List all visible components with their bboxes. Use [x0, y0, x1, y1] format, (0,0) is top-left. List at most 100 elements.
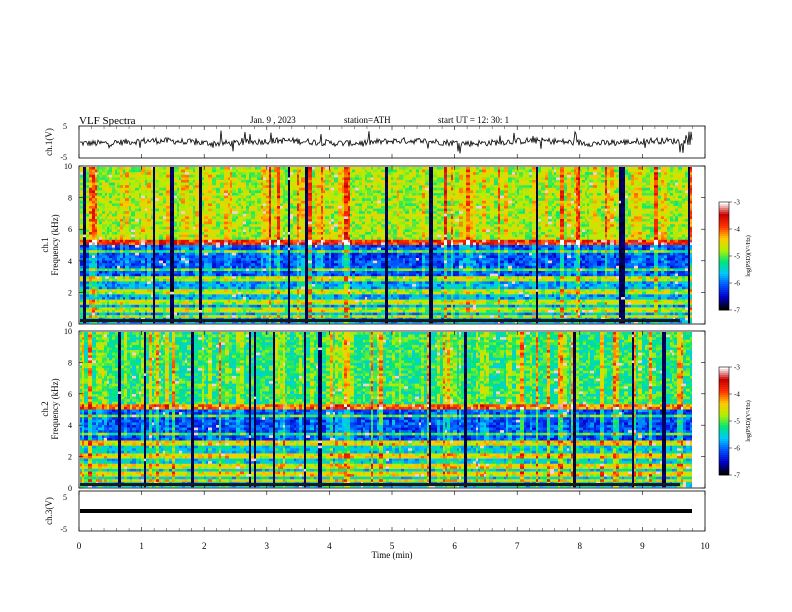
- spectrogram-cell: [112, 276, 115, 279]
- spectrogram-cell: [290, 180, 293, 183]
- spectrogram-cell: [312, 274, 315, 277]
- spectrogram-cell: [170, 216, 174, 219]
- spectrogram-cell: [123, 235, 125, 238]
- spectrogram-cell: [120, 242, 123, 245]
- spectrogram-cell: [266, 276, 269, 279]
- spectrogram-cell: [321, 281, 323, 284]
- spectrogram-cell: [243, 167, 246, 170]
- spectrogram-cell: [283, 206, 285, 209]
- spectrogram-cell: [185, 271, 189, 274]
- spectrogram-cell: [202, 248, 204, 251]
- spectrogram-cell: [293, 209, 297, 212]
- spectrogram-cell: [288, 253, 290, 256]
- spectrogram-cell: [312, 196, 315, 199]
- spectrogram-cell: [241, 170, 243, 173]
- spectrogram-cell: [185, 237, 189, 240]
- spectrogram-cell: [195, 268, 199, 271]
- spectrogram-cell: [109, 190, 112, 193]
- spectrogram-cell: [99, 201, 102, 204]
- spectrogram-cell: [277, 240, 280, 243]
- spectrogram-cell: [277, 167, 280, 170]
- spectrogram-cell: [170, 175, 174, 178]
- spectrogram-cell: [195, 289, 199, 292]
- spectrogram-cell: [290, 214, 293, 217]
- spectrogram-cell: [216, 227, 220, 230]
- spectrogram-cell: [236, 224, 238, 227]
- spectrogram-cell: [153, 175, 155, 178]
- spectrogram-cell: [216, 198, 220, 201]
- spectrogram-cell: [147, 175, 151, 178]
- spectrogram-cell: [159, 297, 163, 300]
- spectrogram-cell: [139, 279, 141, 282]
- spectrogram-cell: [109, 235, 112, 238]
- spectrogram-cell: [241, 211, 243, 214]
- spectrogram-cell: [261, 167, 263, 170]
- spectrogram-cell: [202, 313, 204, 316]
- spectrogram-cell: [170, 214, 174, 217]
- spectrogram-cell: [323, 253, 325, 256]
- spectrogram-cell: [166, 313, 170, 316]
- spectrogram-cell: [153, 271, 155, 274]
- spectrogram-cell: [317, 185, 321, 188]
- spectrogram-cell: [117, 294, 120, 297]
- spectrogram-cell: [185, 224, 189, 227]
- spectrogram-cell: [251, 276, 255, 279]
- spectrogram-cell: [317, 227, 321, 230]
- spectrogram-cell: [80, 279, 83, 282]
- spectrogram-cell: [246, 297, 249, 300]
- spectrogram-cell: [163, 170, 166, 173]
- spectrogram-cell: [189, 201, 193, 204]
- spectrogram-cell: [293, 190, 297, 193]
- spectrogram-cell: [263, 180, 266, 183]
- spectrogram-cell: [321, 175, 323, 178]
- spectrogram-cell: [141, 302, 145, 305]
- spectrogram-cell: [177, 235, 179, 238]
- spectrogram-cell: [212, 193, 216, 196]
- spectrogram-cell: [301, 185, 305, 188]
- spectrogram-cell: [147, 261, 151, 264]
- spectrogram-cell: [185, 253, 189, 256]
- spectrogram-cell: [290, 188, 293, 191]
- spectrogram-cell: [321, 245, 323, 248]
- spectrogram-cell: [102, 253, 105, 256]
- spectrogram-cell: [261, 193, 263, 196]
- spectrogram-cell: [283, 313, 285, 316]
- spectrogram-cell: [305, 263, 308, 266]
- spectrogram-cell: [269, 214, 271, 217]
- spectrogram-cell: [202, 276, 204, 279]
- spectrogram-cell: [224, 248, 228, 251]
- spectrogram-cell: [212, 177, 216, 180]
- spectrogram-cell: [166, 258, 170, 261]
- spectrogram-cell: [230, 261, 232, 264]
- spectrogram-cell: [99, 229, 102, 232]
- spectrogram-cell: [280, 261, 283, 264]
- spectrogram-cell: [139, 214, 141, 217]
- spectrogram-cell: [251, 242, 255, 245]
- spectrogram-cell: [301, 240, 305, 243]
- spectrogram-cell: [285, 170, 288, 173]
- spectrogram-cell: [204, 258, 208, 261]
- spectrogram-cell: [117, 274, 120, 277]
- spectrogram-cell: [99, 292, 102, 295]
- spectrogram-cell: [238, 250, 241, 253]
- spectrogram-cell: [83, 253, 86, 256]
- spectrogram-cell: [174, 294, 177, 297]
- spectrogram-cell: [92, 255, 95, 258]
- spectrogram-cell: [301, 263, 305, 266]
- spectrogram-cell: [325, 172, 329, 175]
- spectrogram-cell: [123, 289, 125, 292]
- spectrogram-cell: [204, 201, 208, 204]
- spectrogram-cell: [195, 216, 199, 219]
- spectrogram-cell: [105, 263, 107, 266]
- spectrogram-cell: [129, 185, 131, 188]
- spectrogram-cell: [174, 177, 177, 180]
- spectrogram-cell: [305, 193, 308, 196]
- spectrogram-cell: [179, 274, 181, 277]
- spectrogram-cell: [193, 263, 195, 266]
- spectrogram-cell: [288, 248, 290, 251]
- spectrogram-cell: [297, 261, 299, 264]
- spectrogram-cell: [129, 167, 131, 170]
- spectrogram-cell: [312, 216, 315, 219]
- spectrogram-cell: [202, 287, 204, 290]
- spectrogram-cell: [277, 229, 280, 232]
